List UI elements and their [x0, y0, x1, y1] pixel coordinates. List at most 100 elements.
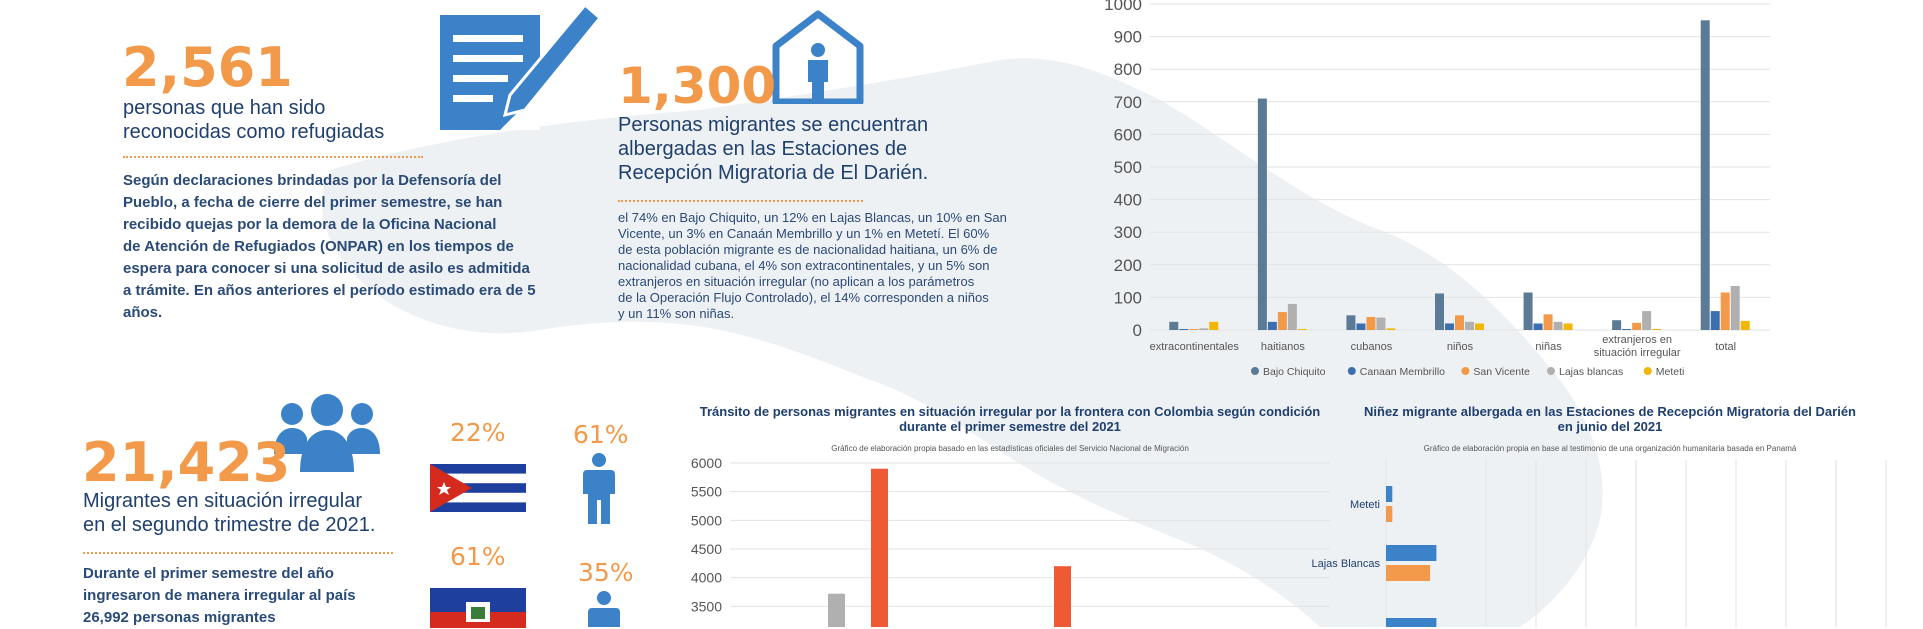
- haiti-flag-icon: [430, 588, 526, 628]
- transit-chart-title-line: durante el primer semestre del 2021: [899, 419, 1121, 434]
- y-tick-label: 600: [1114, 125, 1142, 144]
- children-chart: Meteti Lajas Blancas: [1312, 460, 1887, 627]
- haiti-male-percent: 35%: [578, 558, 634, 587]
- bar: [1710, 311, 1720, 330]
- bar: [1277, 312, 1287, 330]
- refugees-body-line: a trámite. En años anteriores el período…: [123, 282, 536, 299]
- sheltered-number: 1,300: [618, 57, 777, 115]
- bar: [1533, 323, 1543, 330]
- children-chart-subtitle: Gráfico de elaboración propia en base al…: [1423, 444, 1797, 453]
- bar: [1465, 321, 1474, 330]
- irregular-number: 21,423: [82, 431, 291, 494]
- irregular-body-line: 26,992 personas migrantes: [83, 609, 276, 626]
- bar: [871, 468, 888, 627]
- bar: [1523, 292, 1533, 330]
- bar: [1366, 316, 1376, 330]
- category-label: extracontinentales: [1150, 341, 1240, 353]
- bar: [1720, 292, 1730, 330]
- refugees-body-line: recibido quejas por la demora de la Ofic…: [123, 216, 497, 233]
- bar: [1179, 329, 1189, 330]
- legend-label: Meteti: [1656, 366, 1685, 378]
- sheltered-body-line: de la Operación Flujo Controlado), el 14…: [618, 290, 989, 305]
- irregular-body-line: ingresaron de manera irregular al país: [83, 587, 356, 604]
- refugees-headline: personas que han sido reconocidas como r…: [123, 96, 443, 144]
- refugees-headline-line: personas que han sido: [123, 97, 326, 119]
- children-chart-title-line: Niñez migrante albergada en las Estacion…: [1364, 404, 1856, 419]
- children-chart-title-line: en junio del 2021: [1557, 419, 1663, 434]
- divider: [618, 200, 863, 202]
- bar: [1642, 311, 1652, 330]
- bar: [1386, 565, 1431, 581]
- irregular-headline-line: Migrantes en situación irregular: [83, 490, 363, 512]
- legend-label: Canaan Membrillo: [1360, 366, 1445, 378]
- refugees-headline-line: reconocidas como refugiadas: [123, 121, 385, 143]
- sheltered-headline-line: Personas migrantes se encuentran: [618, 114, 929, 136]
- bar: [1356, 323, 1366, 330]
- category-label: niños: [1447, 341, 1474, 353]
- y-tick-label: 200: [1114, 256, 1142, 275]
- sheltered-headline: Personas migrantes se encuentran alberga…: [618, 113, 978, 185]
- bar: [1386, 328, 1396, 330]
- y-tick-label: 1000: [1104, 0, 1142, 14]
- y-tick-label: 400: [1114, 191, 1142, 210]
- bar: [1622, 329, 1632, 330]
- house-person-icon: [772, 10, 864, 104]
- transit-chart: 3500 4000 4500 5000 5500 6000: [691, 455, 1330, 627]
- bar: [1209, 321, 1219, 330]
- y-tick-label: 6000: [691, 455, 722, 471]
- sheltered-body-line: Vicente, un 3% en Canaán Membrillo y un …: [618, 226, 990, 241]
- legend-marker: [1643, 367, 1652, 375]
- bar: [1386, 506, 1393, 522]
- category-label: total: [1715, 341, 1736, 353]
- refugees-body-line: espera para conocer si una solicitud de …: [123, 260, 530, 277]
- bar: [1386, 545, 1437, 561]
- refugees-body-line: de Atención de Refugiados (ONPAR) en los…: [123, 238, 514, 255]
- bar: [1455, 315, 1464, 330]
- divider: [83, 552, 393, 554]
- bar: [1189, 329, 1199, 330]
- y-tick-label: 500: [1114, 158, 1142, 177]
- bar: [1257, 98, 1267, 330]
- sheltered-headline-line: Recepción Migratoria de El Darién.: [618, 162, 929, 184]
- bar: [1700, 20, 1710, 331]
- bar: [1553, 321, 1563, 330]
- bar: [1543, 314, 1553, 330]
- category-label: haitianos: [1261, 341, 1306, 353]
- bar: [1612, 320, 1622, 330]
- bar: [1445, 323, 1454, 330]
- sheltered-by-station-chart: 0 100 200 300 400 500 600 700 800 900 1000 extracon…: [1104, 0, 1770, 378]
- bar: [1386, 618, 1437, 627]
- legend-marker: [1461, 367, 1470, 375]
- transit-chart-subtitle: Gráfico de elaboración propia basado en …: [831, 444, 1189, 453]
- people-group-icon: [274, 394, 380, 472]
- y-tick-label: 800: [1114, 60, 1142, 79]
- bar: [1730, 285, 1740, 330]
- bar: [1563, 323, 1573, 330]
- transit-chart-title: Tránsito de personas migrantes en situac…: [680, 404, 1340, 434]
- document-pen-icon: [440, 2, 603, 130]
- children-chart-title: Niñez migrante albergada en las Estacion…: [1350, 404, 1870, 434]
- y-tick-label: 5000: [691, 512, 722, 528]
- y-tick-label: 900: [1114, 28, 1142, 47]
- category-label: situación irregular: [1594, 347, 1681, 359]
- cuba-male-percent: 61%: [573, 420, 629, 449]
- legend-label: Lajas blancas: [1559, 366, 1623, 378]
- sheltered-body-line: de esta población migrante es de naciona…: [618, 242, 998, 257]
- y-tick-label: 300: [1114, 223, 1142, 242]
- y-tick-label: 700: [1114, 93, 1142, 112]
- male-person-icon: [588, 591, 620, 627]
- legend-marker: [1547, 367, 1555, 375]
- bar: [1386, 486, 1393, 502]
- refugees-body-line: Pueblo, a fecha de cierre del primer sem…: [123, 194, 503, 211]
- transit-chart-title-line: Tránsito de personas migrantes en situac…: [699, 404, 1321, 419]
- irregular-body: Durante el primer semestre del año ingre…: [83, 563, 423, 629]
- legend-marker: [1347, 367, 1356, 375]
- bar: [1199, 328, 1209, 330]
- bar: [1632, 322, 1642, 330]
- y-tick-label: 100: [1114, 288, 1142, 307]
- sheltered-body-line: y un 11% son niñas.: [618, 306, 735, 321]
- bar: [1435, 293, 1444, 330]
- y-tick-label: 0: [1133, 321, 1142, 340]
- bar: [1287, 303, 1297, 330]
- bar: [1652, 329, 1662, 330]
